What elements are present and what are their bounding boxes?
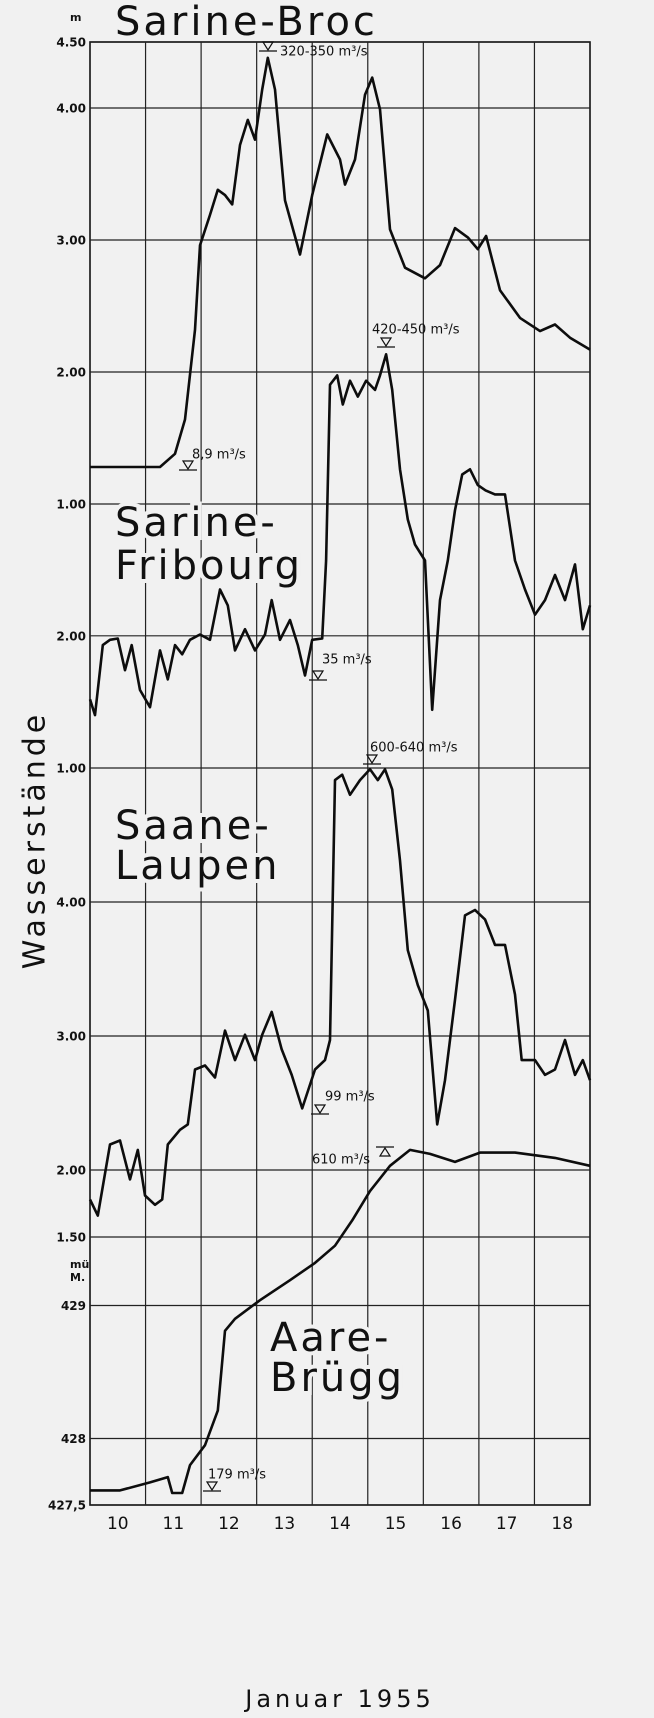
- panel-label: Laupen: [115, 843, 281, 889]
- x-tick-label: 14: [329, 1514, 351, 1534]
- x-tick-label: 17: [496, 1514, 518, 1534]
- y-unit: m: [70, 11, 81, 24]
- y-tick-label: 3.00: [56, 1030, 86, 1044]
- discharge-annotation: 35 m³/s: [322, 653, 372, 668]
- panel-label: Brügg: [270, 1355, 405, 1401]
- discharge-annotation: 179 m³/s: [208, 1468, 266, 1483]
- y-unit: mü: [70, 1258, 89, 1271]
- x-tick-label: 12: [218, 1514, 240, 1534]
- y-tick-label: 427,5: [48, 1499, 86, 1513]
- x-tick-label: 18: [551, 1514, 573, 1534]
- y-tick-label: 1.50: [56, 1231, 86, 1245]
- panel-label: Fribourg: [115, 543, 303, 589]
- discharge-annotation: 420-450 m³/s: [372, 323, 460, 338]
- panel-label: Sarine-: [115, 500, 278, 546]
- water-level-line: [88, 768, 592, 1217]
- y-tick-label: 1.00: [56, 498, 86, 512]
- x-tick-label: 11: [163, 1514, 185, 1534]
- discharge-annotation: 8,9 m³/s: [192, 448, 246, 463]
- discharge-annotation: 600-640 m³/s: [370, 741, 458, 756]
- y-tick-label: 1.00: [56, 762, 86, 776]
- panel-label: Aare-: [270, 1315, 391, 1361]
- marker-triangle: [365, 754, 379, 765]
- y-tick-label: 4.00: [56, 896, 86, 910]
- x-tick-label: 10: [107, 1514, 129, 1534]
- plot-frame: [89, 41, 591, 1506]
- panel-label: Sarine-Broc: [115, 0, 378, 45]
- discharge-annotation: 320-350 m³/s: [280, 45, 368, 60]
- x-tick-label: 15: [385, 1514, 407, 1534]
- marker-triangle: [181, 460, 195, 471]
- x-tick-label: 13: [274, 1514, 296, 1534]
- marker-triangle: [261, 41, 275, 52]
- marker-triangle: [379, 337, 393, 348]
- y-axis-title: Wasserstände: [18, 711, 53, 969]
- marker-triangle: [311, 670, 325, 681]
- y-tick-label: 2.00: [56, 1164, 86, 1178]
- x-axis-title: Januar 1955: [243, 1685, 435, 1713]
- water-level-line: [88, 353, 592, 717]
- y-tick-label: 4.50: [56, 36, 86, 50]
- panel-label: Saane-: [115, 803, 272, 849]
- y-unit: M.: [70, 1271, 85, 1284]
- y-tick-label: 4.00: [56, 102, 86, 116]
- marker-triangle: [313, 1104, 327, 1115]
- y-tick-label: 428: [61, 1432, 86, 1446]
- y-tick-label: 3.00: [56, 234, 86, 248]
- water-level-line: [90, 56, 591, 469]
- marker-triangle: [378, 1146, 392, 1157]
- x-tick-label: 16: [440, 1514, 462, 1534]
- y-tick-label: 2.00: [56, 366, 86, 380]
- y-tick-label: 2.00: [56, 629, 86, 643]
- discharge-annotation: 99 m³/s: [325, 1090, 375, 1105]
- y-tick-label: 429: [61, 1299, 86, 1313]
- discharge-annotation: 610 m³/s: [312, 1153, 370, 1168]
- marker-triangle: [205, 1481, 219, 1492]
- water-level-line: [90, 1148, 591, 1495]
